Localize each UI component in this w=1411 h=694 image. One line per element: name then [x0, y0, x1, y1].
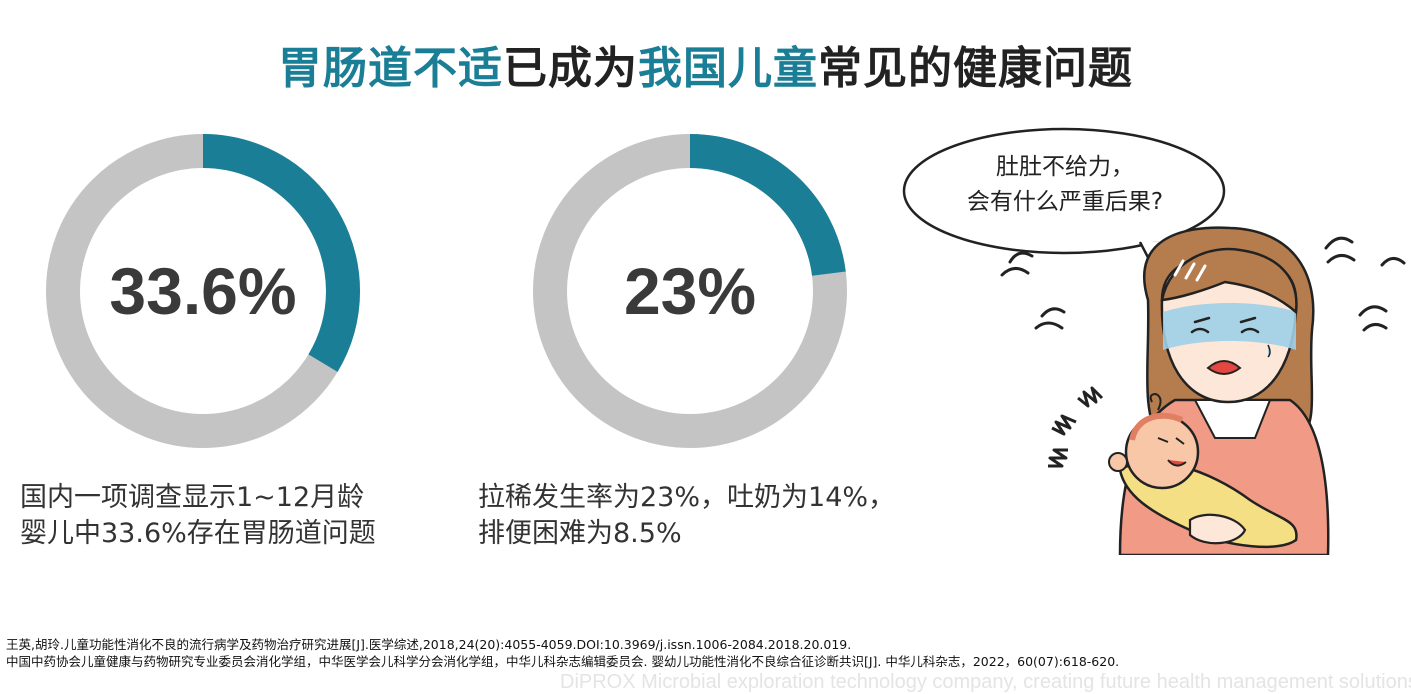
- stat-caption-2-line2: 排便困难为8.5%: [478, 518, 682, 549]
- references: 王英,胡玲.儿童功能性消化不良的流行病学及药物治疗研究进展[J].医学综述,20…: [6, 636, 1119, 670]
- title-highlight-1: 胃肠道不适: [278, 43, 503, 94]
- donut-chart-diarrhea-rate: 23%: [533, 134, 847, 448]
- donut-chart-infant-gi-problems: 33.6%: [46, 134, 360, 448]
- donut-value-arc: [46, 134, 360, 448]
- stat-caption-2-line1: 拉稀发生率为23%，吐奶为14%，: [478, 482, 896, 513]
- stat-caption-2: 拉稀发生率为23%，吐奶为14%， 排便困难为8.5%: [478, 480, 895, 552]
- worry-marks-icon: [1000, 236, 1406, 332]
- crying-zigzag-icon: [1048, 386, 1104, 468]
- reference-2: 中国中药协会儿童健康与药物研究专业委员会消化学组，中华医学会儿科学分会消化学组，…: [6, 654, 1120, 669]
- worried-mother-baby-illustration: [902, 127, 1406, 555]
- title-text-1: 已成为: [503, 43, 638, 94]
- title-text-2: 常见的健康问题: [818, 43, 1133, 94]
- donut-value-label: 23%: [623, 254, 757, 328]
- title-highlight-2: 我国儿童: [638, 43, 818, 94]
- donut-svg: [533, 134, 847, 448]
- stat-caption-1-line1: 国内一项调查显示1~12月龄: [20, 482, 365, 513]
- speech-bubble-line2: 会有什么严重后果?: [966, 189, 1164, 215]
- speech-bubble-text: 肚肚不给力， 会有什么严重后果?: [915, 150, 1215, 220]
- mother-hand-icon: [1188, 513, 1247, 545]
- stat-caption-1-line2: 婴儿中33.6%存在胃肠道问题: [20, 518, 376, 549]
- donut-svg: [46, 134, 360, 448]
- mother-mouth-icon: [1206, 360, 1242, 375]
- stat-caption-1: 国内一项调查显示1~12月龄 婴儿中33.6%存在胃肠道问题: [20, 480, 376, 552]
- reference-1: 王英,胡玲.儿童功能性消化不良的流行病学及药物治疗研究进展[J].医学综述,20…: [6, 637, 852, 652]
- page-title: 胃肠道不适已成为我国儿童常见的健康问题: [0, 32, 1411, 96]
- footer-tagline: DiPROX Microbial exploration technology …: [560, 671, 1411, 693]
- donut-value-arc: [533, 134, 847, 448]
- speech-bubble-line1: 肚肚不给力，: [996, 154, 1134, 180]
- donut-value-label: 33.6%: [109, 254, 297, 328]
